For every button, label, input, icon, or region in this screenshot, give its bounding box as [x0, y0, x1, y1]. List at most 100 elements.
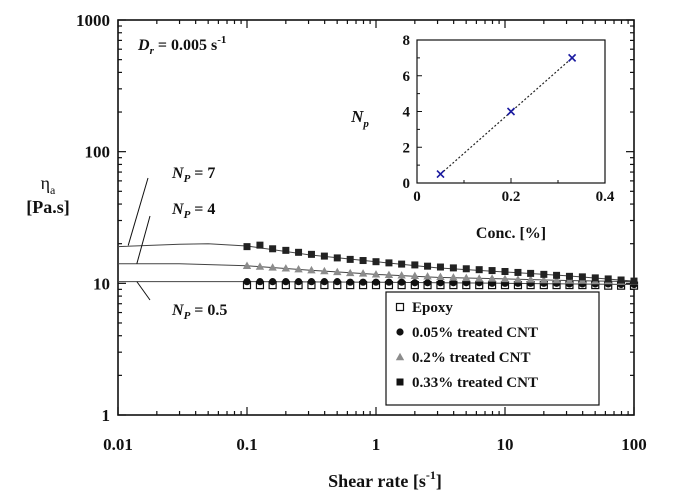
data-point: [553, 271, 561, 279]
data-point: [346, 255, 354, 263]
inset-x-tick-label: 0: [413, 189, 421, 205]
data-point: [591, 274, 599, 282]
data-point: [384, 270, 394, 279]
data-point: [358, 269, 368, 277]
data-point: [527, 269, 535, 277]
data-point: [268, 263, 277, 271]
inset-trend-line: [440, 57, 573, 175]
data-point: [410, 271, 420, 280]
inset-y-tick-label: 6: [403, 69, 411, 85]
np-label-part-2: = 0.5: [190, 302, 227, 319]
y-tick-label: 100: [85, 143, 111, 162]
np-label: NP = 0.5: [171, 302, 227, 322]
np-label-part-0: N: [171, 201, 185, 218]
legend: Epoxy 0.05% treated CNT 0.2% treated CNT 0.…: [385, 291, 600, 406]
y-axis-title-part-1: a: [50, 183, 56, 197]
data-point: [487, 274, 497, 282]
data-point: [424, 262, 432, 270]
data-point: [255, 262, 265, 270]
x-tick-label: 1: [372, 435, 381, 454]
x-tick-label: 0.1: [236, 435, 257, 454]
data-point: [604, 275, 612, 283]
data-point: [462, 273, 471, 282]
data-point: [269, 278, 277, 286]
data-point: [475, 274, 484, 282]
inset-y-axis-title: Np: [350, 107, 369, 130]
inset-y-tick-label: 0: [403, 176, 411, 192]
data-point: [565, 276, 574, 284]
data-point: [449, 279, 457, 287]
legend-label: 0.2% treated CNT: [412, 350, 530, 366]
data-point: [526, 275, 535, 283]
data-point: [449, 273, 458, 281]
legend-label: 0.33% treated CNT: [412, 375, 538, 391]
y-axis-title-line1: ηa: [41, 173, 56, 197]
inset-x-tick-label: 0.4: [596, 189, 615, 205]
y-tick-label: 1000: [76, 11, 110, 30]
legend-marker: [395, 352, 405, 361]
data-point: [449, 264, 457, 272]
x-axis-title-part-0: Shear rate [s: [328, 471, 426, 491]
data-point: [320, 266, 329, 275]
data-point: [552, 275, 561, 284]
legend-box: [385, 291, 600, 406]
y-tick-label: 10: [93, 274, 110, 293]
x-axis-title-part-2: ]: [436, 471, 442, 491]
data-point: [333, 267, 342, 276]
np-label-part-1: P: [184, 173, 191, 185]
inset-x-axis-title: Conc. [%]: [476, 225, 546, 242]
legend-marker: [396, 328, 404, 336]
data-point: [333, 254, 341, 262]
data-point: [307, 250, 315, 258]
data-point: [385, 259, 393, 267]
data-point: [411, 279, 419, 287]
data-point: [359, 278, 367, 286]
dr-annotation-part-1: r: [150, 45, 155, 57]
data-point: [514, 268, 522, 276]
y-axis-title-part-0: η: [41, 173, 50, 193]
inset-data-point: [436, 169, 445, 179]
data-point: [243, 278, 251, 286]
data-point: [475, 266, 483, 274]
data-point: [333, 278, 341, 286]
inset-y-axis-title-part-0: N: [350, 107, 364, 126]
np-label-part-1: P: [184, 310, 191, 322]
dr-annotation-part-3: -1: [217, 34, 226, 46]
data-point: [398, 278, 406, 286]
data-point: [346, 268, 355, 277]
inset-x-tick-label: 0.2: [502, 189, 521, 205]
data-point: [294, 265, 303, 273]
y-tick-label: 1: [102, 406, 111, 425]
data-point: [385, 278, 393, 286]
dr-annotation: Dr = 0.005 s-1: [137, 34, 226, 57]
inset-y-tick-label: 2: [403, 140, 411, 156]
legend-marker: [396, 378, 404, 386]
inset-data-point: [506, 107, 516, 116]
data-point: [398, 260, 406, 268]
data-point: [462, 265, 470, 273]
model-curve: [117, 243, 635, 282]
data-point: [256, 241, 264, 249]
data-point: [423, 272, 432, 280]
legend-marker: [395, 302, 405, 312]
data-point: [320, 278, 328, 286]
data-point: [282, 278, 290, 286]
data-point: [630, 277, 638, 285]
data-point: [436, 263, 444, 271]
np-label-part-1: P: [184, 209, 191, 221]
data-point: [295, 248, 303, 256]
x-tick-label: 10: [497, 435, 514, 454]
data-point: [371, 270, 381, 278]
np-label-part-0: N: [171, 165, 185, 182]
data-point: [617, 276, 625, 284]
np-label: NP = 4: [171, 201, 215, 221]
x-axis-title-part-1: -1: [426, 468, 436, 482]
np-label: NP = 7: [171, 165, 215, 185]
data-point: [397, 271, 406, 279]
legend-label: Epoxy: [412, 300, 453, 316]
data-point: [269, 245, 277, 253]
x-axis-title: Shear rate [s-1]: [328, 468, 442, 491]
data-point: [256, 278, 264, 286]
